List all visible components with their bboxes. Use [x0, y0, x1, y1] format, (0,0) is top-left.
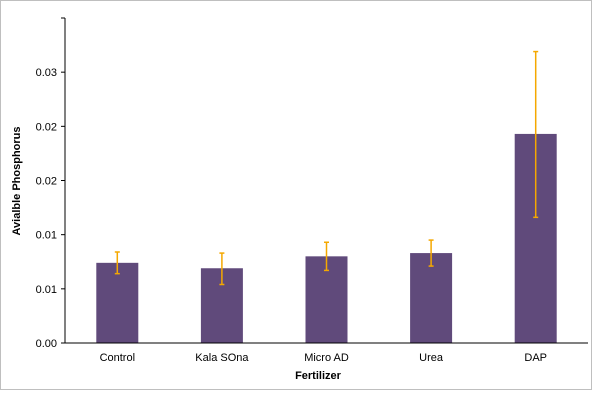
error-bars	[114, 50, 539, 286]
y-tick-label: 0.02	[36, 121, 57, 133]
x-tick-label: Control	[100, 352, 135, 364]
y-axis-ticks: 0.00 0.01 0.01 0.02 0.02 0.03	[36, 17, 65, 350]
y-tick-label: 0.00	[36, 338, 57, 350]
y-tick-label: 0.01	[36, 284, 57, 296]
y-tick-label: 0.02	[36, 176, 57, 188]
bar-urea	[410, 253, 453, 343]
y-tick-label: 0.03	[36, 67, 57, 79]
x-tick-label: DAP	[524, 352, 547, 364]
x-tick-label: Micro AD	[304, 352, 349, 364]
x-axis-title: Fertilizer	[295, 370, 342, 382]
y-axis-title: Avialble Phosphorus	[11, 126, 23, 235]
bars	[96, 133, 557, 343]
bar-control	[96, 262, 139, 343]
x-tick-label: Kala SOna	[195, 352, 249, 364]
x-axis-ticks: Control Kala SOna Micro AD Urea DAP	[100, 352, 547, 364]
axes	[64, 18, 588, 344]
x-tick-label: Urea	[419, 352, 444, 364]
y-tick-label: 0.01	[36, 230, 57, 242]
